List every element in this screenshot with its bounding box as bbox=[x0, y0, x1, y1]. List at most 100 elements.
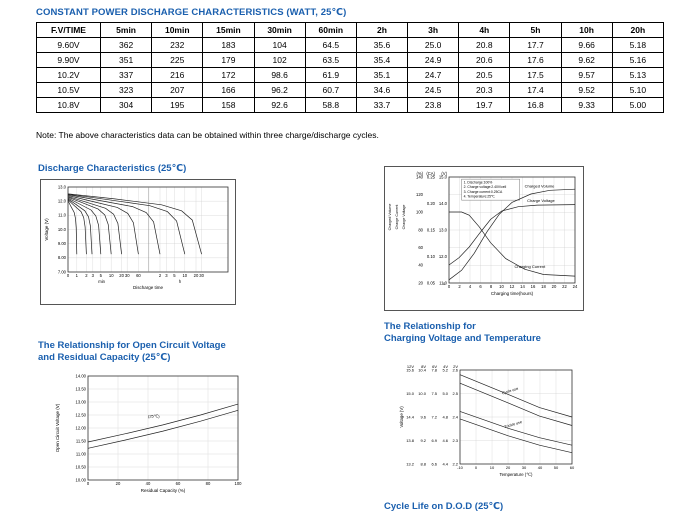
column-header: 4h bbox=[458, 22, 511, 38]
svg-text:9.2: 9.2 bbox=[420, 438, 426, 443]
table-cell: 20.5 bbox=[458, 67, 511, 83]
svg-text:min: min bbox=[98, 279, 105, 284]
table-cell: 20.8 bbox=[458, 37, 511, 53]
svg-text:2.2: 2.2 bbox=[452, 461, 458, 466]
table-cell: 5.13 bbox=[611, 67, 665, 83]
section-title-line1: The Relationship for Open Circuit Voltag… bbox=[38, 340, 226, 351]
svg-text:18: 18 bbox=[541, 284, 546, 289]
svg-text:20: 20 bbox=[116, 481, 121, 486]
table-cell: 61.9 bbox=[304, 67, 357, 83]
column-header: 20h bbox=[611, 22, 665, 38]
svg-text:(V): (V) bbox=[441, 171, 447, 176]
svg-text:0: 0 bbox=[443, 281, 446, 286]
svg-text:2.6: 2.6 bbox=[452, 367, 458, 372]
svg-text:-10: -10 bbox=[457, 465, 464, 470]
svg-text:15.0: 15.0 bbox=[406, 391, 415, 396]
svg-text:40: 40 bbox=[538, 465, 543, 470]
svg-text:2.4: 2.4 bbox=[452, 414, 458, 419]
svg-text:h: h bbox=[179, 279, 182, 284]
svg-text:24: 24 bbox=[573, 284, 578, 289]
svg-text:100: 100 bbox=[235, 481, 243, 486]
table-cell: 17.4 bbox=[509, 82, 562, 98]
svg-text:13.00: 13.00 bbox=[76, 399, 87, 404]
row-header: 10.2V bbox=[36, 67, 101, 83]
table-cell: 24.5 bbox=[407, 82, 460, 98]
svg-text:13.8: 13.8 bbox=[406, 438, 415, 443]
table-cell: 25.0 bbox=[407, 37, 460, 53]
svg-text:10: 10 bbox=[109, 273, 114, 278]
column-header: 5min bbox=[99, 22, 153, 38]
svg-text:Charging time(hours): Charging time(hours) bbox=[491, 291, 534, 296]
svg-text:11.50: 11.50 bbox=[76, 438, 87, 443]
svg-text:2: 2 bbox=[85, 273, 88, 278]
svg-text:4.6: 4.6 bbox=[442, 438, 448, 443]
svg-text:60: 60 bbox=[418, 245, 423, 250]
svg-text:9.6: 9.6 bbox=[420, 414, 426, 419]
svg-text:12.0: 12.0 bbox=[58, 199, 67, 204]
table-cell: 172 bbox=[202, 67, 255, 83]
svg-text:0: 0 bbox=[448, 284, 451, 289]
table-header-row: F.V/TIME 5min 10min 15min 30min 60min 2h 3h 4h 5h… bbox=[36, 22, 665, 38]
table-cell: 195 bbox=[151, 97, 204, 113]
svg-text:3: 3 bbox=[92, 273, 95, 278]
svg-text:4. Temperature:25℃: 4. Temperature:25℃ bbox=[464, 194, 495, 198]
svg-text:0.20: 0.20 bbox=[427, 201, 436, 206]
table-cell: 17.5 bbox=[509, 67, 562, 83]
column-header: 10min bbox=[151, 22, 204, 38]
table-cell: 304 bbox=[99, 97, 153, 113]
svg-text:5.2: 5.2 bbox=[442, 367, 448, 372]
table-cell: 9.52 bbox=[560, 82, 613, 98]
table-cell: 5.00 bbox=[611, 97, 665, 113]
table-cell: 35.6 bbox=[355, 37, 409, 53]
svg-text:40: 40 bbox=[146, 481, 151, 486]
svg-text:(%): (%) bbox=[416, 171, 423, 176]
svg-text:13.50: 13.50 bbox=[76, 386, 87, 391]
svg-text:10: 10 bbox=[490, 465, 495, 470]
table-cell: 35.4 bbox=[355, 52, 409, 68]
table-row: 10.5V 323 207 166 96.2 60.7 34.6 24.5 20.3 17.4 9.… bbox=[36, 82, 665, 98]
table-cell: 92.6 bbox=[253, 97, 306, 113]
svg-text:10: 10 bbox=[182, 273, 187, 278]
table-cell: 17.7 bbox=[509, 37, 562, 53]
svg-text:10: 10 bbox=[499, 284, 504, 289]
table-cell: 17.6 bbox=[509, 52, 562, 68]
column-header: 5h bbox=[509, 22, 562, 38]
svg-text:80: 80 bbox=[418, 227, 423, 232]
svg-text:3: 3 bbox=[165, 273, 168, 278]
svg-text:40: 40 bbox=[418, 263, 423, 268]
svg-text:140: 140 bbox=[416, 174, 424, 179]
table-row: 10.8V 304 195 158 92.6 58.8 33.7 23.8 19.7 16.8 9.… bbox=[36, 97, 665, 113]
table-cell: 23.8 bbox=[407, 97, 460, 113]
svg-text:Voltage (V): Voltage (V) bbox=[399, 406, 404, 428]
svg-text:7.2: 7.2 bbox=[431, 414, 437, 419]
table-cell: 362 bbox=[99, 37, 153, 53]
svg-text:4: 4 bbox=[469, 284, 472, 289]
svg-text:Charged Volume: Charged Volume bbox=[388, 204, 392, 231]
table-row: 9.60V 362 232 183 104 64.5 35.6 25.0 20.8 17.7 9.6… bbox=[36, 37, 665, 53]
table-cell: 351 bbox=[99, 52, 153, 68]
svg-text:Cycle use: Cycle use bbox=[502, 387, 519, 396]
table-cell: 225 bbox=[151, 52, 204, 68]
svg-text:30: 30 bbox=[522, 465, 527, 470]
svg-text:3. Charge current:0.25CA: 3. Charge current:0.25CA bbox=[464, 190, 503, 194]
svg-text:11.0: 11.0 bbox=[439, 280, 448, 285]
table-cell: 96.2 bbox=[253, 82, 306, 98]
row-header: 9.60V bbox=[36, 37, 101, 53]
svg-text:2: 2 bbox=[159, 273, 162, 278]
table-row: 9.90V 351 225 179 102 63.5 35.4 24.9 20.6 17.6 9.6… bbox=[36, 52, 665, 68]
column-header: 10h bbox=[560, 22, 613, 38]
table-cell: 323 bbox=[99, 82, 153, 98]
svg-text:13.0: 13.0 bbox=[58, 184, 67, 189]
svg-text:15.6: 15.6 bbox=[406, 367, 415, 372]
svg-text:7.00: 7.00 bbox=[58, 269, 67, 274]
svg-text:30: 30 bbox=[125, 273, 130, 278]
svg-text:2V: 2V bbox=[453, 364, 458, 369]
table-cell: 34.6 bbox=[355, 82, 409, 98]
svg-text:6.9: 6.9 bbox=[431, 438, 437, 443]
svg-text:10.50: 10.50 bbox=[76, 464, 87, 469]
svg-text:20: 20 bbox=[119, 273, 124, 278]
svg-text:0.10: 0.10 bbox=[427, 254, 436, 259]
svg-text:1. Discharge:100%: 1. Discharge:100% bbox=[464, 181, 493, 185]
svg-text:30: 30 bbox=[199, 273, 204, 278]
table-cell: 207 bbox=[151, 82, 204, 98]
